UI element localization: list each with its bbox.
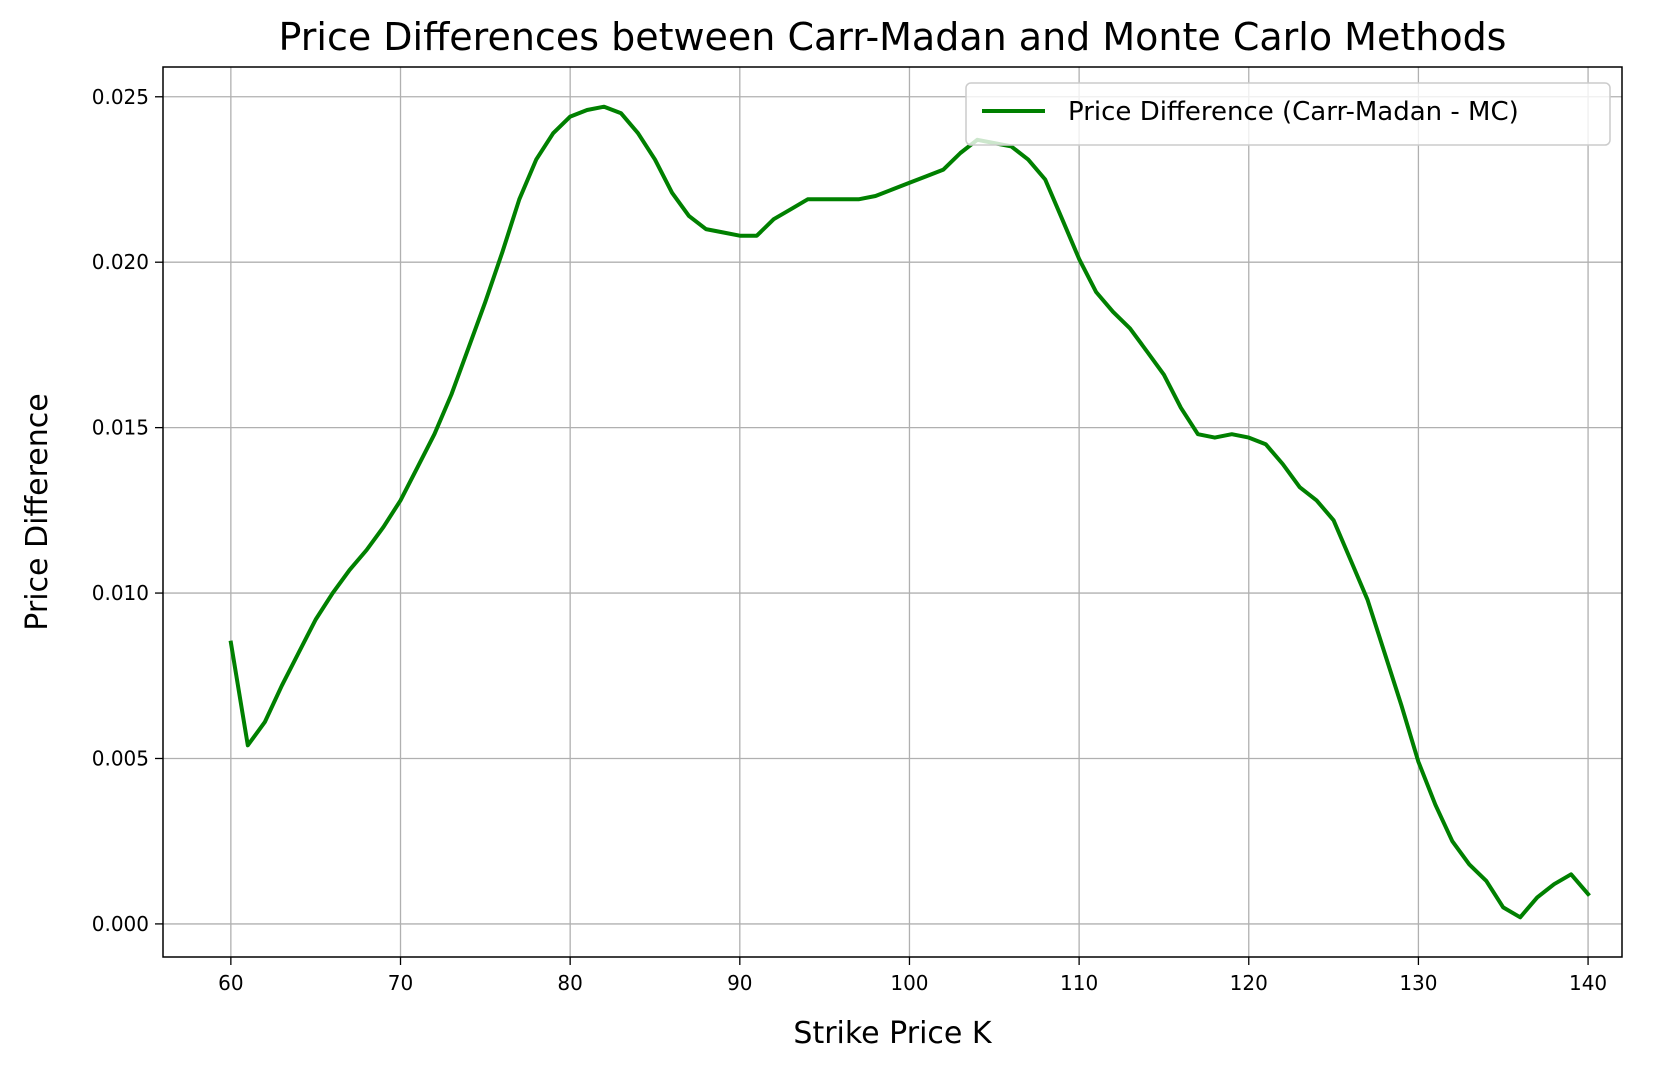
x-tick-label: 120 [1230, 971, 1268, 995]
y-tick-label: 0.025 [92, 85, 149, 109]
series-layer [228, 104, 1591, 920]
x-tick-label: 60 [218, 971, 243, 995]
legend-box [965, 82, 1611, 146]
series-line [228, 104, 1591, 920]
legend: Price Difference (Carr-Madan - MC) [965, 82, 1611, 146]
x-tick-label: 130 [1399, 971, 1437, 995]
y-tick-label: 0.005 [92, 746, 149, 770]
y-axis-label: Price Difference [20, 393, 55, 630]
chart-title: Price Differences between Carr-Madan and… [279, 15, 1507, 59]
x-tick-label: 80 [557, 971, 582, 995]
x-tick-label: 100 [890, 971, 928, 995]
x-axis-label: Strike Price K [793, 1016, 992, 1051]
grid [163, 67, 1622, 957]
x-tick-label: 110 [1060, 971, 1098, 995]
y-tick-label: 0.010 [92, 581, 149, 605]
y-tick-label: 0.000 [92, 912, 149, 936]
x-tick-label: 140 [1569, 971, 1607, 995]
y-tick-label: 0.020 [92, 250, 149, 274]
ticks: 60 70 80 90 100 110 120 130 140 0.000 0.005 0.010 0.… [92, 85, 1607, 995]
x-tick-label: 90 [727, 971, 752, 995]
legend-label: Price Difference (Carr-Madan - MC) [1068, 97, 1519, 127]
y-tick-label: 0.015 [92, 416, 149, 440]
axes-frame [162, 66, 1623, 958]
x-tick-label: 70 [388, 971, 413, 995]
